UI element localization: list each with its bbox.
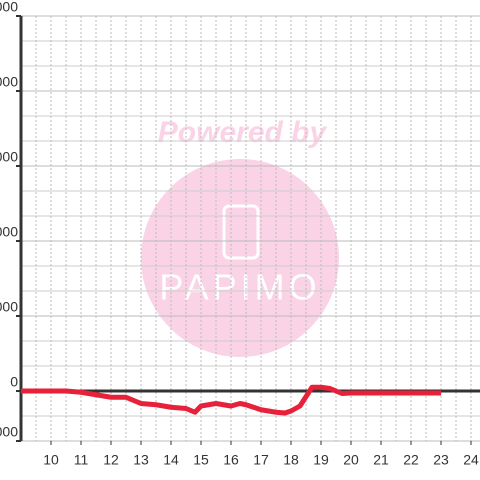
x-tick-label: 17: [253, 452, 269, 468]
x-tick-label: 24: [463, 452, 479, 468]
y-tick-label: 0: [10, 374, 18, 390]
y-tick-label: 30,000: [0, 299, 18, 315]
x-tick-label: 18: [283, 452, 299, 468]
watermark-text: Powered by: [158, 116, 328, 149]
line-series: [21, 384, 441, 416]
y-tick-label: 90,000: [0, 149, 18, 165]
x-tick-label: 12: [103, 452, 119, 468]
x-tick-label: 20: [343, 452, 359, 468]
watermark-logo: PAPIMO: [159, 267, 320, 308]
y-tick-label: 120,000: [0, 74, 18, 90]
x-tick-label: 22: [403, 452, 419, 468]
x-tick-label: 19: [313, 452, 329, 468]
x-tick-label: 10: [43, 452, 59, 468]
x-tick-label: 14: [163, 452, 179, 468]
y-tick-label: 150,000: [0, 0, 18, 15]
watermark: Powered by PAPIMO: [141, 116, 339, 357]
y-tick-label: 60,000: [0, 224, 18, 240]
x-tick-label: 16: [223, 452, 239, 468]
watermark-icon: [222, 204, 260, 260]
x-tick-label: 11: [74, 452, 89, 468]
x-tick-label: 15: [193, 452, 209, 468]
y-tick-label: -20,000: [0, 424, 18, 440]
x-tick-label: 21: [373, 452, 389, 468]
x-tick-label: 23: [433, 452, 449, 468]
x-tick-label: 13: [133, 452, 149, 468]
